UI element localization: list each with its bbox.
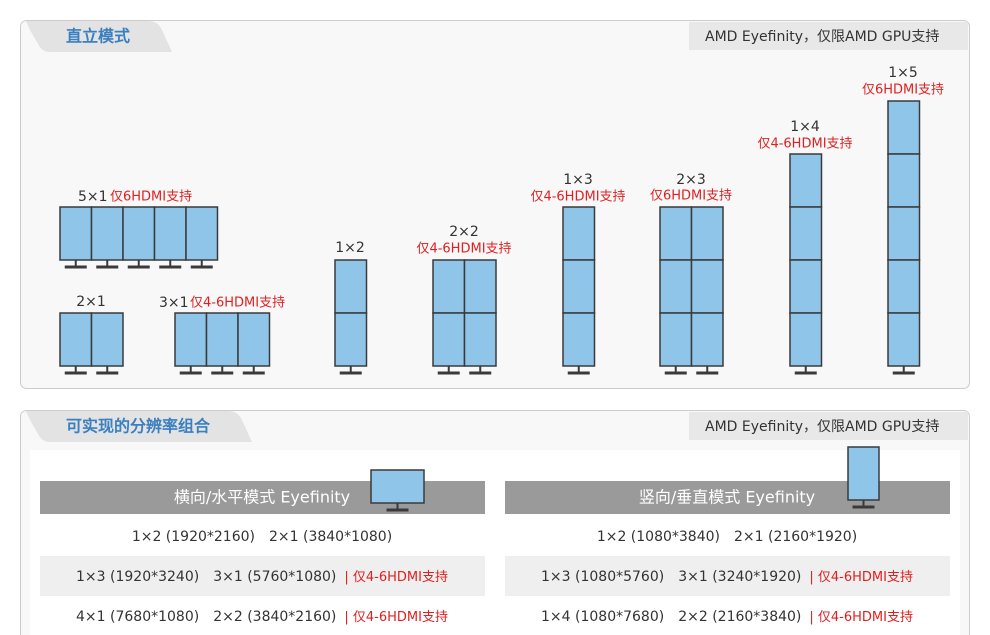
monitor (887, 312, 921, 367)
config-label: 1×5 (888, 65, 918, 81)
tab-shape (26, 21, 172, 52)
monitor (690, 206, 724, 261)
config-note: 仅4-6HDMI支持 (757, 137, 852, 152)
resolution: 2×2 (3840*2160) (213, 609, 336, 625)
config-label: 5×1 (78, 189, 108, 205)
monitor (463, 312, 497, 367)
config-note: 仅4-6HDMI支持 (530, 190, 625, 205)
monitor (185, 206, 219, 261)
monitor (334, 312, 368, 367)
config-label: 2×1 (76, 294, 106, 310)
monitor (789, 206, 823, 261)
monitor (789, 259, 823, 314)
resolution: 2×2 (2160*3840) (678, 609, 801, 625)
config-label: 2×3 (676, 172, 706, 188)
row-note: | 仅4-6HDMI支持 (344, 610, 448, 625)
section-title: 可实现的分辨率组合 (66, 417, 211, 436)
monitor (659, 259, 693, 314)
monitor (59, 312, 93, 367)
monitor (887, 153, 921, 208)
config-note: 仅6HDMI支持 (110, 190, 192, 205)
resolution: 3×1 (3240*1920) (678, 569, 801, 585)
monitor (334, 259, 368, 314)
row-text: 1×4 (1080*7680) 2×2 (2160*3840) | 仅4-6HDMI… (541, 609, 913, 625)
column-title: 横向/水平模式 Eyefinity (174, 488, 350, 507)
config-label: 2×2 (449, 224, 479, 240)
row-text: 1×2 (1920*2160) 2×1 (3840*1080) (132, 529, 392, 545)
monitor (659, 206, 693, 261)
monitor (887, 100, 921, 155)
resolution: 3×1 (5760*1080) (213, 569, 336, 585)
row-note: | 仅4-6HDMI支持 (809, 610, 913, 625)
monitor (562, 312, 596, 367)
resolution: 1×2 (1080*3840) (597, 529, 720, 545)
section-title: 直立模式 (66, 27, 130, 46)
monitor (370, 469, 425, 504)
tab-shape (26, 411, 252, 442)
monitor (887, 206, 921, 261)
section-note: AMD Eyefinity，仅限AMD GPU支持 (705, 29, 939, 45)
monitor (690, 259, 724, 314)
row-text: 1×3 (1920*3240) 3×1 (5760*1080) | 仅4-6HDMI… (76, 569, 448, 585)
row-note: | 仅4-6HDMI支持 (344, 570, 448, 585)
monitor (562, 206, 596, 261)
resolution: 4×1 (7680*1080) (76, 609, 199, 625)
resolution: 1×2 (1920*2160) (132, 529, 255, 545)
monitor (847, 446, 880, 501)
monitor (432, 259, 466, 314)
row-bg (40, 556, 485, 596)
monitor (887, 259, 921, 314)
monitor (90, 312, 124, 367)
monitor (562, 259, 596, 314)
config-label: 1×3 (563, 172, 593, 188)
monitor (789, 312, 823, 367)
monitor (205, 312, 239, 367)
config-label: 1×2 (335, 240, 365, 256)
config-label: 3×1 (159, 295, 189, 311)
columns: 横向/水平模式 Eyefinity 1×2 (1920*2160) 2×1 (384… (40, 446, 950, 625)
panel (20, 20, 970, 389)
monitor (659, 312, 693, 367)
config-label: 1×4 (790, 119, 820, 135)
monitor (690, 312, 724, 367)
row-text: 4×1 (7680*1080) 2×2 (3840*2160) | 仅4-6HDMI… (76, 609, 448, 625)
monitor (463, 259, 497, 314)
resolution: 2×1 (3840*1080) (269, 529, 392, 545)
monitor (174, 312, 208, 367)
table-bg (30, 450, 960, 635)
row-bg (505, 556, 950, 596)
config-note: 仅6HDMI支持 (650, 189, 732, 204)
resolution: 1×4 (1080*7680) (541, 609, 664, 625)
row-text: 1×2 (1080*3840) 2×1 (2160*1920) (597, 529, 857, 545)
monitor (122, 206, 156, 261)
column-title: 竖向/垂直模式 Eyefinity (639, 488, 815, 507)
monitor (90, 206, 124, 261)
config-note: 仅6HDMI支持 (862, 83, 944, 98)
monitor (153, 206, 187, 261)
monitor (237, 312, 271, 367)
config-note: 仅4-6HDMI支持 (190, 296, 285, 311)
monitor (789, 153, 823, 208)
row-text: 1×3 (1080*5760) 3×1 (3240*1920) | 仅4-6HDMI… (541, 569, 913, 585)
monitor (432, 312, 466, 367)
resolution: 1×3 (1920*3240) (76, 569, 199, 585)
section-note: AMD Eyefinity，仅限AMD GPU支持 (705, 419, 939, 435)
config-note: 仅4-6HDMI支持 (416, 242, 511, 257)
resolution: 1×3 (1080*5760) (541, 569, 664, 585)
row-note: | 仅4-6HDMI支持 (809, 570, 913, 585)
resolution: 2×1 (2160*1920) (734, 529, 857, 545)
monitor (59, 206, 93, 261)
note-box (689, 22, 968, 50)
note-box (689, 412, 968, 440)
